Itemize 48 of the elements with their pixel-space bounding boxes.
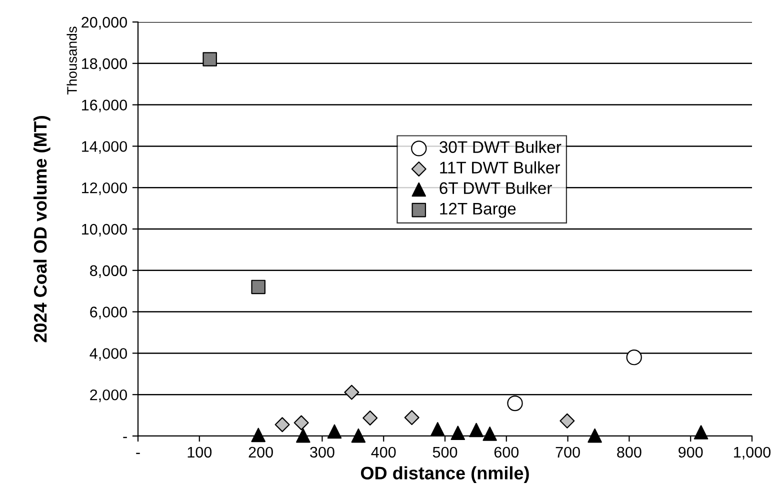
point (626, 350, 642, 366)
point (251, 428, 266, 442)
y-tick-label: 6,000 (90, 306, 127, 320)
point (327, 424, 342, 439)
y-tick-label: 4,000 (90, 348, 127, 361)
legend-label: 12T Barge (440, 202, 516, 218)
y-axis-title: 2024 Coal OD volume (MT) (33, 116, 50, 342)
point (430, 422, 445, 436)
x-axis-title: OD distance (nmile) (360, 466, 529, 484)
point (450, 426, 466, 440)
x-tick-label: 800 (617, 446, 642, 458)
y-tick-label: 10,000 (82, 224, 127, 236)
x-tick-label: 100 (188, 446, 212, 458)
y-tick-label: 18,000 (82, 58, 127, 71)
legend-label: 6T DWT Bulker (440, 182, 552, 194)
point (344, 384, 360, 400)
y-tick-label: 2,000 (90, 389, 127, 402)
x-tick-label: 600 (494, 446, 519, 458)
x-tick-label: 200 (248, 446, 273, 458)
point (351, 428, 366, 443)
x-tick-label: 700 (556, 446, 580, 458)
legend-label: 30T DWT Bulker (440, 140, 562, 153)
point (296, 428, 310, 443)
point (469, 422, 484, 438)
point (588, 428, 602, 443)
text: Thousands (66, 26, 77, 95)
point (294, 415, 309, 430)
point (251, 280, 266, 294)
point (404, 410, 420, 426)
point (507, 395, 523, 412)
x-tick-label: 400 (371, 446, 396, 458)
x-tick-label: 1,000 (734, 446, 771, 460)
point (202, 52, 217, 66)
x-tick-label: 300 (310, 446, 334, 458)
y-tick-label: - (123, 436, 127, 438)
point (560, 413, 575, 428)
y-tick-label: 14,000 (82, 141, 127, 154)
point (274, 417, 290, 432)
y-tick-label: 20,000 (82, 16, 127, 30)
y-tick-label: 8,000 (90, 265, 127, 278)
point (694, 425, 708, 440)
x-tick-label: 900 (678, 446, 703, 458)
y-tick-label: 12,000 (82, 182, 127, 196)
y-tick-label: 16,000 (82, 100, 127, 112)
point (482, 426, 497, 441)
point (362, 410, 378, 426)
legend-label: 11T DWT Bulker (440, 161, 560, 174)
x-tick-label: 500 (432, 446, 458, 458)
